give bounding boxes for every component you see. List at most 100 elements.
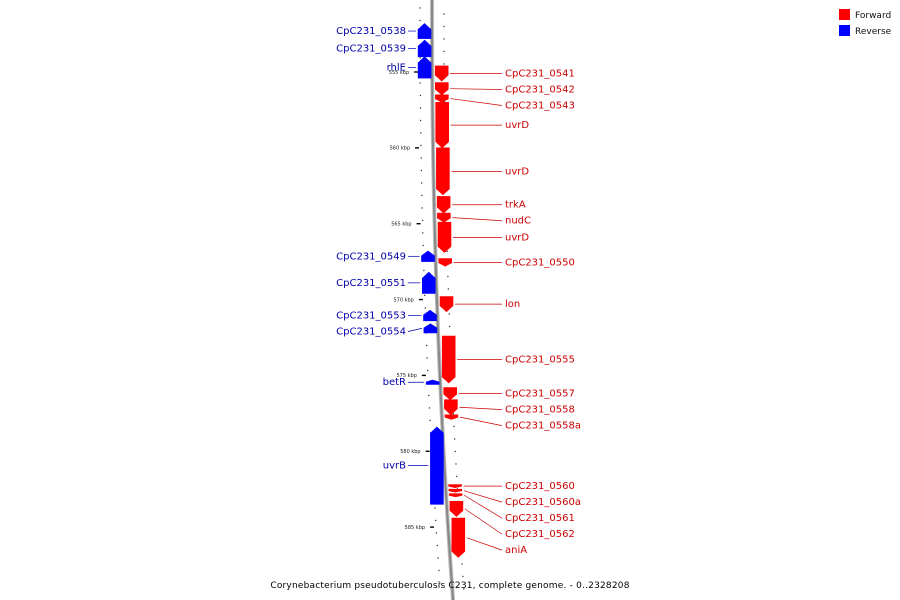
forward-gene-18[interactable]: [451, 517, 466, 558]
scale-tick-label: 580 kbp: [400, 449, 420, 455]
reverse-gene-5[interactable]: [423, 309, 437, 322]
minor-tick: [439, 582, 441, 584]
minor-tick: [420, 157, 422, 159]
forward-gene-10[interactable]: [441, 335, 456, 384]
reverse-gene-6[interactable]: [423, 323, 438, 334]
reverse-gene-8[interactable]: [430, 426, 444, 505]
reverse-gene-3[interactable]: [421, 250, 435, 262]
minor-tick: [443, 13, 445, 15]
scale-tick-label: 585 kbp: [405, 525, 425, 531]
forward-gene-3[interactable]: [435, 102, 450, 149]
label-leader: [450, 98, 503, 106]
reverse-gene-7[interactable]: [425, 379, 440, 385]
minor-tick: [443, 25, 445, 28]
minor-tick: [455, 463, 457, 465]
scale-tick-label: 560 kbp: [390, 146, 410, 152]
label-leader: [466, 537, 503, 551]
minor-tick: [437, 557, 439, 559]
forward-gene-11[interactable]: [443, 387, 458, 401]
reverse-gene-4[interactable]: [421, 271, 436, 294]
minor-tick: [419, 107, 422, 109]
legend-reverse-label: Reverse: [855, 27, 892, 37]
minor-tick: [421, 219, 424, 222]
reverse-gene-label: rhlE: [387, 62, 406, 73]
scale-tick-label: 575 kbp: [397, 373, 417, 379]
minor-tick: [454, 438, 456, 440]
genome-backbone: [430, 0, 456, 600]
forward-gene-label: lon: [505, 299, 520, 310]
minor-tick: [419, 7, 421, 9]
minor-tick: [419, 57, 421, 59]
forward-gene-label: CpC231_0560: [505, 481, 575, 492]
forward-gene-label: uvrD: [505, 120, 529, 131]
reverse-gene-label: betR: [383, 377, 406, 388]
minor-tick: [448, 325, 451, 328]
legend: Forward Reverse: [839, 9, 892, 37]
minor-tick: [454, 450, 456, 453]
forward-gene-17[interactable]: [449, 500, 464, 517]
minor-tick: [423, 269, 425, 272]
forward-gene-5[interactable]: [436, 196, 451, 214]
legend-reverse-swatch: [839, 25, 850, 36]
forward-gene-12[interactable]: [444, 399, 458, 416]
minor-tick: [448, 313, 450, 315]
minor-tick: [420, 132, 422, 134]
forward-gene-13[interactable]: [444, 414, 459, 420]
forward-gene-9[interactable]: [439, 296, 454, 313]
label-leader: [452, 217, 503, 222]
forward-gene-label: CpC231_0550: [505, 257, 575, 268]
forward-gene-4[interactable]: [436, 147, 450, 196]
forward-gene-7[interactable]: [437, 221, 452, 253]
genome-caption: Corynebacterium pseudotuberculosis C231,…: [270, 581, 629, 591]
minor-tick: [419, 19, 421, 22]
backbone-line: [431, 0, 455, 600]
forward-gene-14[interactable]: [448, 484, 462, 489]
minor-tick: [453, 425, 455, 428]
minor-tick: [438, 569, 440, 572]
reverse-gene-label: CpC231_0539: [336, 43, 406, 54]
label-leader: [463, 490, 503, 503]
forward-gene-label: CpC231_0543: [505, 101, 575, 112]
label-leader: [459, 416, 503, 426]
forward-gene-label: trkA: [505, 200, 526, 211]
minor-tick: [461, 563, 463, 565]
forward-gene-8[interactable]: [438, 258, 453, 267]
minor-tick: [419, 119, 422, 122]
forward-gene-2[interactable]: [435, 94, 449, 103]
minor-tick: [426, 357, 428, 359]
gene-features[interactable]: [417, 23, 466, 558]
minor-tick: [462, 575, 464, 578]
reverse-gene-label: uvrB: [383, 461, 406, 472]
label-leader: [450, 88, 503, 90]
reverse-gene-label: CpC231_0554: [336, 326, 406, 337]
minor-tick: [421, 194, 423, 197]
minor-tick: [420, 169, 423, 172]
forward-gene-15[interactable]: [448, 488, 463, 493]
minor-tick: [422, 232, 424, 234]
minor-tick: [419, 94, 422, 97]
reverse-gene-label: CpC231_0553: [336, 310, 406, 321]
forward-gene-16[interactable]: [448, 493, 463, 498]
minor-tick: [422, 244, 424, 247]
forward-gene-6[interactable]: [437, 212, 451, 223]
minor-tick: [443, 38, 445, 40]
forward-gene-0[interactable]: [434, 65, 449, 82]
scale-tick-label: 555 kbp: [389, 70, 409, 76]
minor-tick: [463, 588, 465, 590]
label-leader: [407, 328, 423, 332]
reverse-gene-label: CpC231_0551: [336, 278, 406, 289]
forward-gene-label: CpC231_0562: [505, 529, 575, 540]
label-leader: [459, 406, 503, 410]
reverse-gene-2[interactable]: [417, 56, 432, 79]
minor-tick: [429, 419, 431, 422]
minor-tick: [421, 207, 423, 209]
minor-tick: [419, 82, 421, 84]
reverse-gene-1[interactable]: [417, 39, 432, 58]
reverse-gene-label: CpC231_0549: [336, 251, 406, 262]
forward-gene-1[interactable]: [434, 82, 449, 96]
label-leader: [464, 508, 503, 535]
forward-gene-label: CpC231_0541: [505, 69, 575, 80]
minor-tick: [443, 50, 445, 53]
reverse-gene-0[interactable]: [417, 23, 432, 39]
